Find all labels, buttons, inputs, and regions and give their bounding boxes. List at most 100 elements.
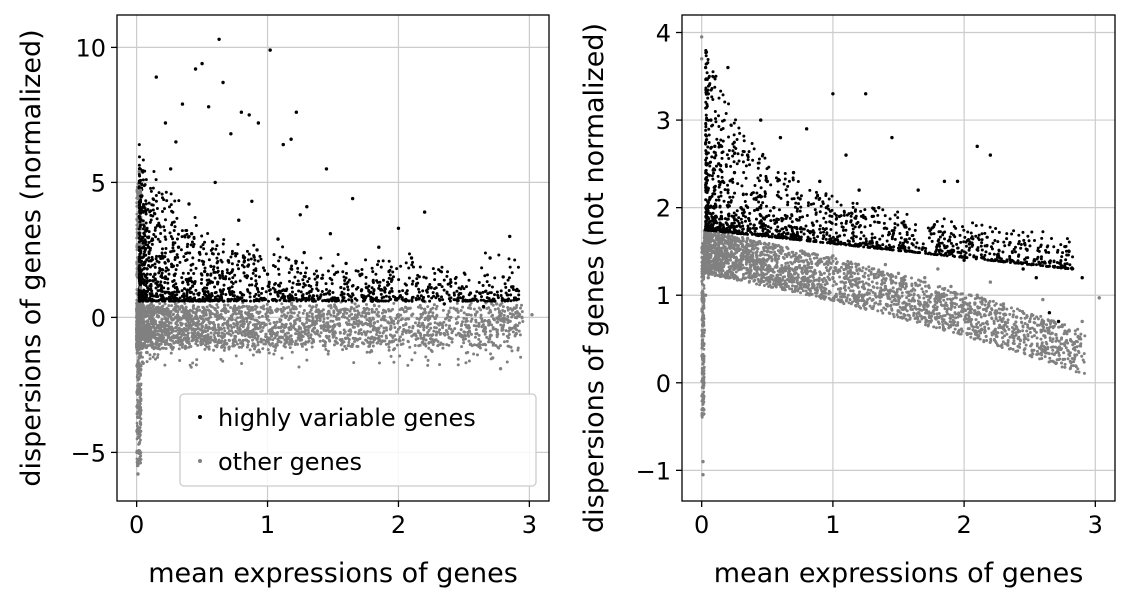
other-gene-point	[364, 314, 368, 318]
other-gene-point	[149, 306, 153, 310]
hv-gene-point	[137, 231, 141, 235]
hv-gene-point	[211, 268, 215, 272]
hv-gene-point	[364, 258, 368, 262]
other-gene-point	[276, 308, 280, 312]
other-gene-point	[490, 314, 494, 318]
other-gene-point	[206, 334, 210, 338]
other-gene-point	[190, 334, 194, 338]
other-gene-point	[199, 322, 203, 326]
hv-gene-point	[305, 205, 309, 209]
other-gene-point	[437, 343, 441, 347]
hv-gene-point	[421, 289, 425, 293]
other-gene-point	[171, 313, 175, 317]
other-gene-point	[217, 331, 221, 335]
hv-gene-point	[324, 167, 329, 171]
other-gene-point	[487, 306, 491, 310]
hv-gene-point	[440, 285, 444, 289]
other-gene-point	[232, 322, 236, 326]
hv-gene-point	[154, 281, 158, 285]
hv-gene-point	[437, 268, 441, 272]
other-gene-point	[244, 316, 248, 320]
hv-gene-point	[386, 299, 390, 303]
other-gene-point	[335, 341, 339, 345]
other-gene-point	[344, 307, 348, 311]
other-gene-point	[147, 324, 151, 328]
hv-gene-point	[507, 257, 511, 261]
other-gene-point	[983, 303, 987, 307]
other-gene-point	[477, 337, 481, 341]
hv-gene-point	[204, 293, 208, 297]
hv-gene-point	[154, 193, 158, 197]
other-gene-point	[146, 309, 150, 313]
hv-gene-point	[288, 279, 292, 283]
other-gene-point	[255, 305, 259, 309]
other-gene-point	[344, 321, 348, 325]
other-gene-point	[251, 344, 255, 348]
other-gene-point	[273, 349, 277, 353]
hv-gene-point	[514, 288, 518, 293]
other-gene-point	[446, 332, 450, 336]
hv-gene-point	[144, 229, 148, 233]
hv-gene-point	[200, 234, 204, 238]
other-gene-point	[301, 311, 305, 315]
other-gene-point	[427, 346, 431, 350]
other-gene-point	[317, 315, 321, 319]
hv-gene-point	[467, 278, 471, 282]
hv-gene-point	[254, 292, 258, 296]
other-gene-point	[164, 324, 168, 328]
hv-gene-point	[287, 296, 291, 300]
hv-gene-point	[328, 289, 332, 293]
other-gene-point	[382, 326, 386, 330]
other-gene-point	[507, 333, 511, 337]
other-gene-point	[408, 330, 412, 334]
other-gene-point	[367, 312, 371, 316]
hv-gene-point	[216, 269, 220, 273]
other-gene-point	[223, 332, 227, 336]
other-gene-point	[180, 328, 184, 332]
other-gene-point	[187, 325, 191, 329]
other-gene-point	[174, 329, 178, 333]
other-gene-point	[256, 340, 260, 344]
other-gene-point	[505, 317, 509, 321]
hv-gene-point	[497, 253, 501, 257]
hv-gene-point	[147, 240, 151, 244]
hv-gene-point	[428, 299, 432, 303]
other-gene-point	[429, 337, 433, 341]
other-gene-point	[406, 307, 410, 311]
other-gene-point	[213, 331, 217, 335]
hv-gene-point	[160, 210, 164, 214]
other-gene-point	[196, 331, 200, 335]
hv-gene-point	[510, 271, 514, 275]
hv-gene-point	[211, 280, 215, 284]
hv-gene-point	[146, 289, 150, 293]
other-gene-point	[472, 324, 476, 328]
other-gene-point	[401, 323, 405, 327]
hv-gene-point	[487, 283, 491, 287]
hv-gene-point	[145, 272, 149, 276]
other-gene-point	[353, 302, 357, 306]
other-gene-point	[453, 327, 457, 331]
other-gene-point	[308, 310, 312, 314]
other-gene-point	[479, 308, 483, 312]
hv-gene-point	[150, 242, 154, 246]
other-gene-point	[136, 410, 140, 414]
hv-gene-point	[405, 292, 409, 296]
legend-marker	[198, 415, 202, 419]
hv-gene-point	[252, 243, 256, 247]
hv-gene-point	[411, 260, 415, 264]
hv-gene-point	[245, 249, 249, 253]
other-gene-point	[347, 341, 351, 345]
hv-gene-point	[157, 191, 161, 195]
hv-gene-point	[395, 267, 399, 271]
hv-gene-point	[172, 279, 176, 283]
other-gene-point	[514, 311, 518, 315]
other-gene-point	[424, 338, 428, 342]
other-gene-point	[479, 313, 483, 317]
hv-gene-point	[433, 271, 437, 275]
hv-gene-point	[418, 265, 422, 269]
other-gene-point	[215, 318, 219, 322]
other-gene-point	[221, 323, 225, 327]
other-gene-point	[513, 306, 517, 310]
other-gene-point	[392, 322, 396, 326]
hv-gene-point	[254, 279, 258, 283]
